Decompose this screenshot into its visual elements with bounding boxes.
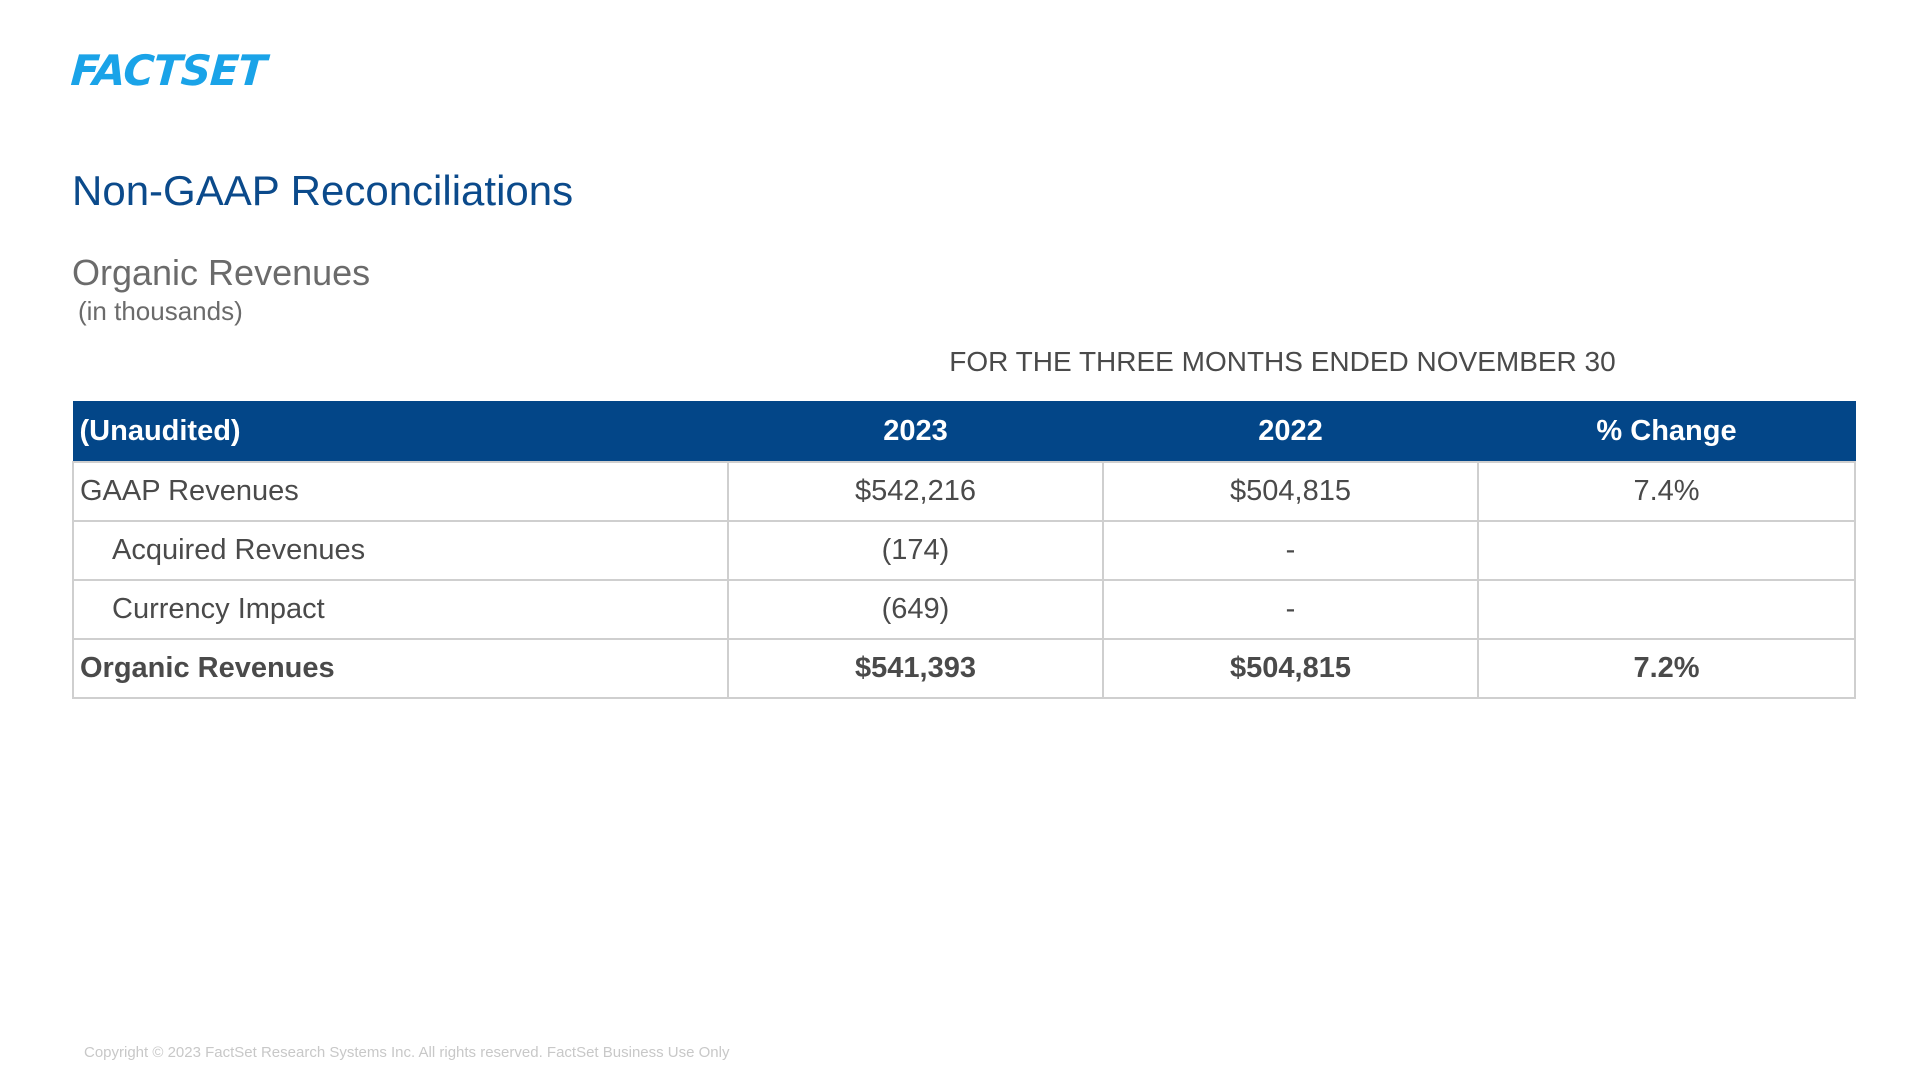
factset-logo: FACTSET bbox=[69, 46, 268, 95]
value-change bbox=[1477, 520, 1856, 581]
value-2022: $504,815 bbox=[1102, 638, 1479, 699]
units-note: (in thousands) bbox=[78, 296, 243, 326]
page-title: Non-GAAP Reconciliations bbox=[72, 167, 574, 214]
row-label: GAAP Revenues bbox=[72, 461, 729, 522]
value-2022: $504,815 bbox=[1102, 461, 1479, 522]
value-change: 7.2% bbox=[1477, 638, 1856, 699]
value-2023: (649) bbox=[727, 579, 1104, 640]
period-header: FOR THE THREE MONTHS ENDED NOVEMBER 30 bbox=[949, 346, 1616, 377]
row-label: Currency Impact bbox=[72, 579, 729, 640]
section-subtitle: Organic Revenues bbox=[72, 252, 371, 293]
row-label: Acquired Revenues bbox=[72, 520, 729, 581]
reconciliation-table: (Unaudited) 2023 2022 % Change GAAP Reve… bbox=[72, 401, 1856, 699]
value-2023: $541,393 bbox=[727, 638, 1104, 699]
value-2022: - bbox=[1102, 520, 1479, 581]
value-2023: (174) bbox=[727, 520, 1104, 581]
table-row: Currency Impact (649) - bbox=[72, 579, 1856, 640]
value-2023: $542,216 bbox=[727, 461, 1104, 522]
column-header-unaudited: (Unaudited) bbox=[72, 401, 729, 463]
value-2022: - bbox=[1102, 579, 1479, 640]
table-row-total: Organic Revenues $541,393 $504,815 7.2% bbox=[72, 638, 1856, 699]
column-header-change: % Change bbox=[1477, 401, 1856, 463]
row-label: Organic Revenues bbox=[72, 638, 729, 699]
column-header-2023: 2023 bbox=[727, 401, 1104, 463]
value-change: 7.4% bbox=[1477, 461, 1856, 522]
table-header-row: (Unaudited) 2023 2022 % Change bbox=[72, 401, 1856, 463]
column-header-2022: 2022 bbox=[1102, 401, 1479, 463]
table-row: GAAP Revenues $542,216 $504,815 7.4% bbox=[72, 461, 1856, 522]
copyright-footer: Copyright © 2023 FactSet Research System… bbox=[84, 1044, 730, 1061]
table-row: Acquired Revenues (174) - bbox=[72, 520, 1856, 581]
value-change bbox=[1477, 579, 1856, 640]
